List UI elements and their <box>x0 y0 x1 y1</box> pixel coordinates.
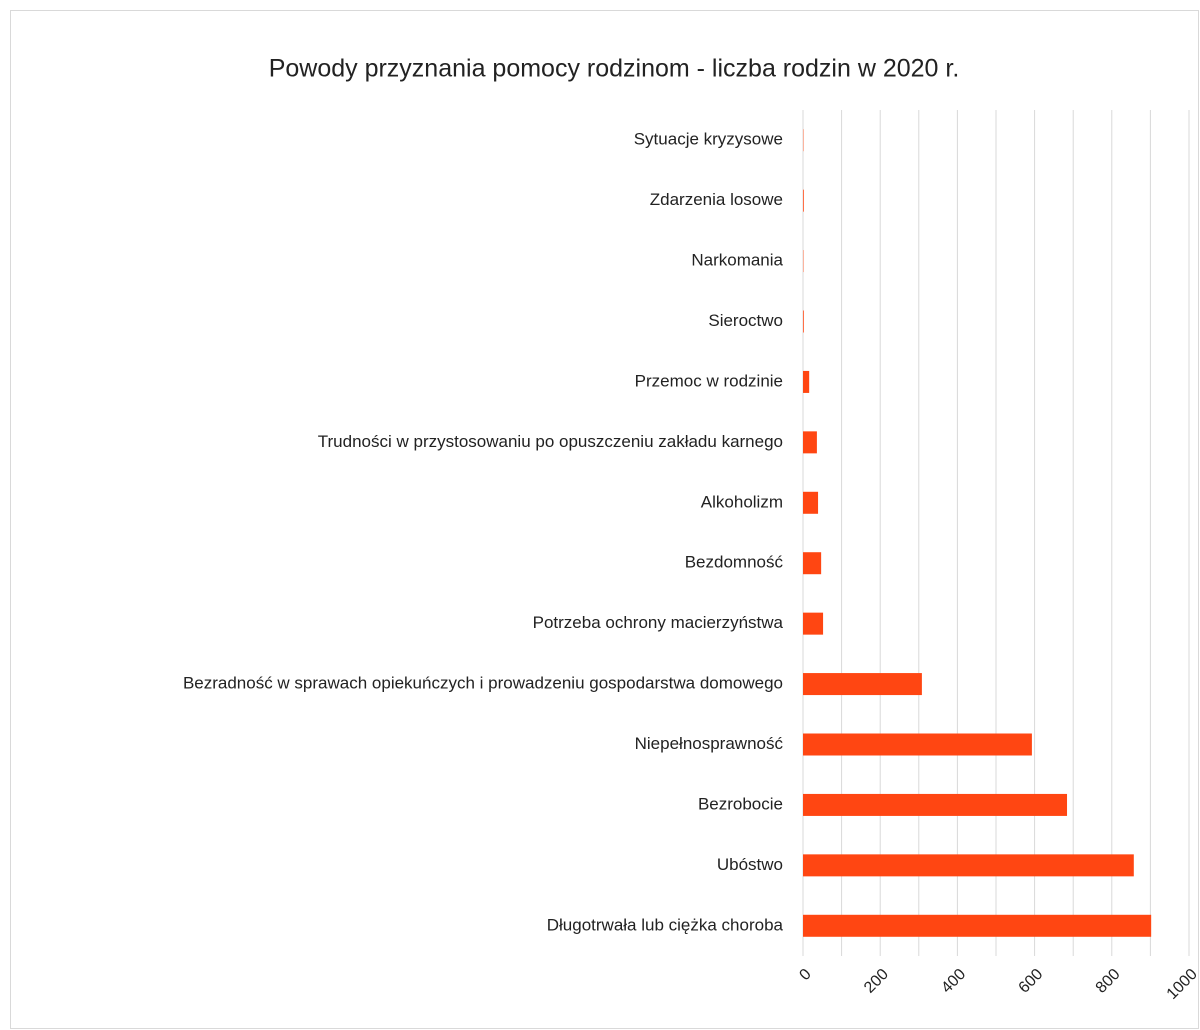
bar <box>803 914 1152 937</box>
bar <box>803 793 1068 816</box>
bar <box>803 854 1134 877</box>
y-tick-label: Bezradność w sprawach opiekuńczych i pro… <box>183 674 783 693</box>
y-tick-label: Ubóstwo <box>717 855 783 874</box>
bar <box>803 612 824 635</box>
bar <box>803 189 804 212</box>
bar <box>803 673 922 696</box>
y-tick-label: Narkomania <box>691 251 783 270</box>
bar <box>803 431 817 454</box>
chart-title: Powody przyznania pomocy rodzinom - licz… <box>269 55 960 83</box>
y-tick-label: Sieroctwo <box>708 311 783 330</box>
y-tick-label: Sytuacje kryzysowe <box>634 130 783 149</box>
y-tick-label: Trudności w przystosowaniu po opuszczeni… <box>318 432 783 451</box>
y-tick-label: Długotrwała lub ciężka choroba <box>547 915 784 934</box>
y-tick-label: Bezdomność <box>685 553 784 572</box>
y-tick-label: Przemoc w rodzinie <box>635 371 783 390</box>
bar <box>803 370 810 393</box>
bar <box>803 733 1032 756</box>
bar <box>803 310 804 333</box>
bar <box>803 491 819 514</box>
y-tick-label: Bezrobocie <box>698 794 783 813</box>
bar <box>803 552 822 575</box>
y-tick-label: Zdarzenia losowe <box>650 190 783 209</box>
y-tick-label: Alkoholizm <box>701 492 783 511</box>
y-tick-label: Potrzeba ochrony macierzyństwa <box>533 613 784 632</box>
y-tick-label: Niepełnosprawność <box>635 734 784 753</box>
